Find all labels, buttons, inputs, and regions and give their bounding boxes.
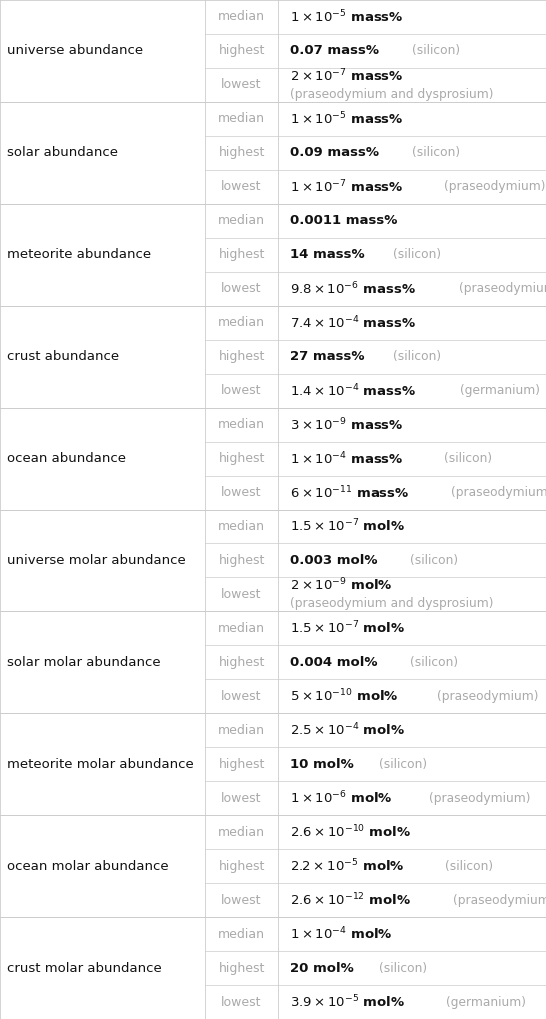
Text: 27 mass%: 27 mass% [290, 351, 365, 363]
Text: 10 mol%: 10 mol% [290, 758, 354, 770]
Text: median: median [218, 927, 265, 941]
Text: 0.09 mass%: 0.09 mass% [290, 147, 379, 159]
Text: meteorite molar abundance: meteorite molar abundance [7, 758, 193, 770]
Text: $1.5\times10^{-7}$ mol%: $1.5\times10^{-7}$ mol% [290, 621, 406, 637]
Text: (silicon): (silicon) [444, 860, 493, 872]
Text: $1\times10^{-5}$ mass%: $1\times10^{-5}$ mass% [290, 9, 404, 25]
Text: (silicon): (silicon) [379, 962, 428, 974]
Text: $1\times10^{-4}$ mol%: $1\times10^{-4}$ mol% [290, 926, 393, 943]
Text: highest: highest [218, 147, 265, 159]
Text: crust abundance: crust abundance [7, 351, 118, 363]
Text: 0.07 mass%: 0.07 mass% [290, 45, 379, 57]
Text: ocean abundance: ocean abundance [7, 452, 126, 465]
Text: median: median [218, 316, 265, 329]
Text: lowest: lowest [221, 180, 262, 194]
Text: highest: highest [218, 962, 265, 974]
Text: $6\times10^{-11}$ mass%: $6\times10^{-11}$ mass% [290, 484, 410, 500]
Text: (praseodymium): (praseodymium) [459, 282, 546, 296]
Text: median: median [218, 112, 265, 125]
Text: (silicon): (silicon) [412, 147, 460, 159]
Text: (silicon): (silicon) [443, 452, 492, 465]
Text: median: median [218, 520, 265, 533]
Text: $1.5\times10^{-7}$ mol%: $1.5\times10^{-7}$ mol% [290, 519, 406, 535]
Text: (silicon): (silicon) [393, 249, 441, 261]
Text: $7.4\times10^{-4}$ mass%: $7.4\times10^{-4}$ mass% [290, 315, 417, 331]
Text: (silicon): (silicon) [410, 656, 458, 668]
Text: median: median [218, 10, 265, 23]
Text: lowest: lowest [221, 588, 262, 601]
Text: (praseodymium and dysprosium): (praseodymium and dysprosium) [290, 88, 494, 101]
Text: 0.003 mol%: 0.003 mol% [290, 554, 378, 567]
Text: $2.5\times10^{-4}$ mol%: $2.5\times10^{-4}$ mol% [290, 722, 406, 739]
Text: $2.6\times10^{-10}$ mol%: $2.6\times10^{-10}$ mol% [290, 824, 412, 841]
Text: crust molar abundance: crust molar abundance [7, 962, 161, 974]
Text: highest: highest [218, 554, 265, 567]
Text: $2.6\times10^{-12}$ mol%: $2.6\times10^{-12}$ mol% [290, 892, 412, 908]
Text: lowest: lowest [221, 384, 262, 397]
Text: $2.2\times10^{-5}$ mol%: $2.2\times10^{-5}$ mol% [290, 858, 405, 874]
Text: highest: highest [218, 452, 265, 465]
Text: highest: highest [218, 351, 265, 363]
Text: 0.0011 mass%: 0.0011 mass% [290, 214, 398, 227]
Text: median: median [218, 418, 265, 431]
Text: $1\times10^{-7}$ mass%: $1\times10^{-7}$ mass% [290, 178, 404, 195]
Text: solar molar abundance: solar molar abundance [7, 656, 160, 668]
Text: highest: highest [218, 860, 265, 872]
Text: (praseodymium): (praseodymium) [443, 180, 545, 194]
Text: (praseodymium): (praseodymium) [437, 690, 538, 703]
Text: highest: highest [218, 656, 265, 668]
Text: $1\times10^{-5}$ mass%: $1\times10^{-5}$ mass% [290, 111, 404, 127]
Text: lowest: lowest [221, 78, 262, 92]
Text: lowest: lowest [221, 486, 262, 499]
Text: (silicon): (silicon) [393, 351, 441, 363]
Text: (praseodymium): (praseodymium) [429, 792, 531, 805]
Text: lowest: lowest [221, 792, 262, 805]
Text: highest: highest [218, 45, 265, 57]
Text: $2\times10^{-9}$ mol%: $2\times10^{-9}$ mol% [290, 577, 393, 593]
Text: lowest: lowest [221, 690, 262, 703]
Text: (praseodymium): (praseodymium) [453, 894, 546, 907]
Text: meteorite abundance: meteorite abundance [7, 249, 151, 261]
Text: (praseodymium and dysprosium): (praseodymium and dysprosium) [290, 597, 494, 610]
Text: lowest: lowest [221, 996, 262, 1009]
Text: 0.004 mol%: 0.004 mol% [290, 656, 378, 668]
Text: (germanium): (germanium) [460, 384, 540, 397]
Text: lowest: lowest [221, 894, 262, 907]
Text: $2\times10^{-7}$ mass%: $2\times10^{-7}$ mass% [290, 67, 404, 84]
Text: universe abundance: universe abundance [7, 45, 143, 57]
Text: median: median [218, 214, 265, 227]
Text: $9.8\times10^{-6}$ mass%: $9.8\times10^{-6}$ mass% [290, 280, 416, 297]
Text: (silicon): (silicon) [412, 45, 460, 57]
Text: highest: highest [218, 249, 265, 261]
Text: highest: highest [218, 758, 265, 770]
Text: $1\times10^{-6}$ mol%: $1\times10^{-6}$ mol% [290, 790, 393, 806]
Text: $1\times10^{-4}$ mass%: $1\times10^{-4}$ mass% [290, 450, 404, 467]
Text: 14 mass%: 14 mass% [290, 249, 365, 261]
Text: solar abundance: solar abundance [7, 147, 117, 159]
Text: $3.9\times10^{-5}$ mol%: $3.9\times10^{-5}$ mol% [290, 994, 406, 1010]
Text: 20 mol%: 20 mol% [290, 962, 354, 974]
Text: $5\times10^{-10}$ mol%: $5\times10^{-10}$ mol% [290, 688, 399, 704]
Text: $3\times10^{-9}$ mass%: $3\times10^{-9}$ mass% [290, 417, 404, 433]
Text: median: median [218, 723, 265, 737]
Text: ocean molar abundance: ocean molar abundance [7, 860, 168, 872]
Text: (silicon): (silicon) [379, 758, 428, 770]
Text: median: median [218, 622, 265, 635]
Text: universe molar abundance: universe molar abundance [7, 554, 185, 567]
Text: (germanium): (germanium) [446, 996, 526, 1009]
Text: (silicon): (silicon) [410, 554, 458, 567]
Text: $1.4\times10^{-4}$ mass%: $1.4\times10^{-4}$ mass% [290, 382, 417, 398]
Text: (praseodymium): (praseodymium) [451, 486, 546, 499]
Text: lowest: lowest [221, 282, 262, 296]
Text: median: median [218, 825, 265, 839]
